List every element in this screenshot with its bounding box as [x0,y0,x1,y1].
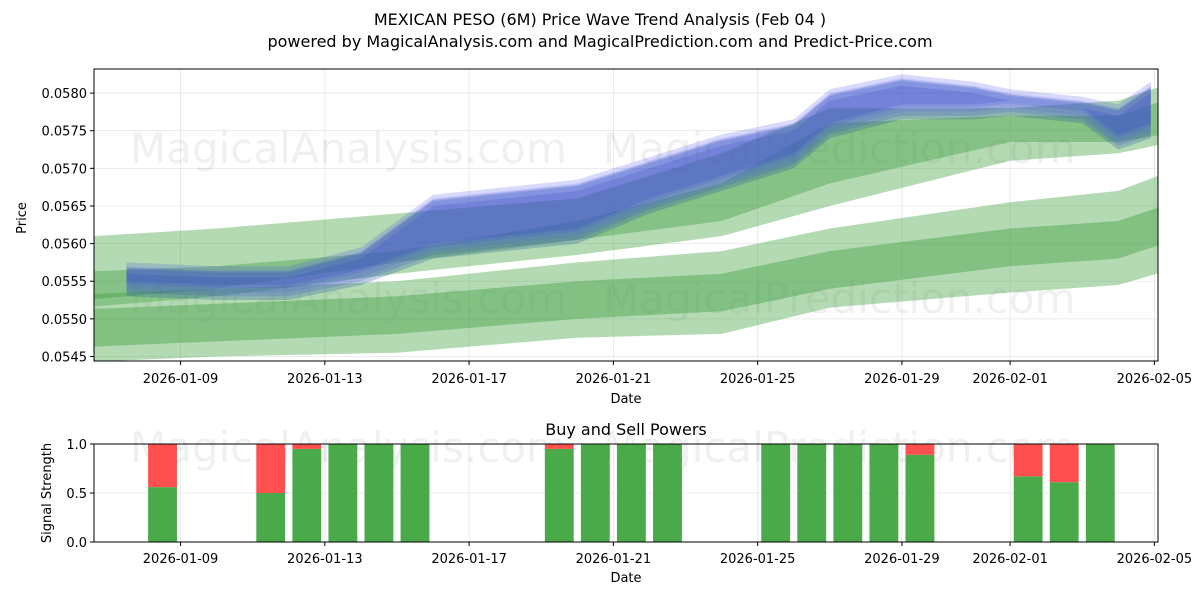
signal-x-ticks: 2026-01-09 2026-01-13 2026-01-17 2026-01-21… [143,542,1192,567]
price-y-axis-label: Price [15,202,30,234]
green-band-inner-lower [94,207,1158,347]
signal-x-tick-label: 2026-01-25 [720,552,796,567]
signal-x-tick-label: 2026-01-17 [431,552,507,567]
chart-title: MEXICAN PESO (6M) Price Wave Trend Analy… [374,10,826,29]
price-x-tick-label: 2026-02-05 [1117,372,1193,387]
blue-wave-band [126,78,1151,293]
signal-y-ticks: 0.0 0.5 1.0 [66,438,94,551]
price-panel: MagicalAnalysis.com MagicalPrediction.co… [15,68,1192,407]
buy-bar [1049,482,1079,542]
blue-wave-band [126,81,1151,288]
buy-bar [328,444,358,542]
green-band-inner-upper [94,102,1158,299]
blue-wave-band [126,79,1151,300]
price-x-tick-label: 2026-01-09 [143,372,219,387]
signal-y-tick-label: 0.0 [66,536,87,551]
buy-bar [797,444,827,542]
signal-x-tick-label: 2026-01-13 [287,552,363,567]
buy-bar [905,454,935,542]
signal-x-tick-label: 2026-02-05 [1117,552,1193,567]
buy-bar [580,444,610,542]
sell-bar [905,444,935,455]
price-y-tick-label: 0.0580 [42,87,88,102]
price-x-tick-label: 2026-01-21 [576,372,652,387]
price-x-ticks: 2026-01-09 2026-01-13 2026-01-17 2026-01-21… [143,361,1192,387]
buy-bar [364,444,394,542]
signal-panel: Buy and Sell Powers MagicalAnalysis.com … [40,420,1192,586]
price-y-tick-label: 0.0550 [42,313,88,328]
buy-bar [292,448,322,542]
sell-bar [1013,444,1043,477]
price-y-tick-label: 0.0545 [42,350,88,365]
price-x-tick-label: 2026-01-13 [287,372,363,387]
price-x-tick-label: 2026-01-17 [431,372,507,387]
buy-bar [1085,444,1115,542]
blue-wave-bands [126,74,1151,300]
price-x-axis-label: Date [610,392,641,407]
chart-subtitle: powered by MagicalAnalysis.com and Magic… [267,32,932,51]
sell-bar [292,444,322,449]
buy-bar [869,444,899,542]
price-y-ticks: 0.0545 0.0550 0.0555 0.0560 0.0565 0.0570 0.05… [42,87,94,365]
price-x-tick-label: 2026-02-01 [972,372,1048,387]
buy-bar [544,448,574,542]
buy-bar [1013,476,1043,542]
signal-x-tick-label: 2026-01-09 [143,552,219,567]
price-watermark-4: MagicalPrediction.com [603,274,1076,323]
price-y-tick-label: 0.0555 [42,275,88,290]
buy-bar [833,444,863,542]
buy-bar [148,487,177,542]
price-y-tick-label: 0.0560 [42,238,88,253]
price-y-tick-label: 0.0565 [42,200,88,215]
signal-y-tick-label: 0.5 [66,487,87,502]
buy-bar [400,444,430,542]
signal-y-axis-label: Signal Strength [40,443,55,543]
sell-bar [148,444,177,488]
price-watermark-1: MagicalAnalysis.com [130,124,567,173]
blue-wave-band [126,74,1151,297]
sell-bar [544,444,574,449]
price-plot-area [94,69,1158,361]
price-watermark-3: MagicalAnalysis.com [130,274,567,323]
price-y-tick-label: 0.0570 [42,162,88,177]
signal-x-axis-label: Date [610,571,641,586]
signal-x-tick-label: 2026-02-01 [972,552,1048,567]
green-band-outer-upper [94,87,1158,307]
price-watermark-2: MagicalPrediction.com [603,124,1076,173]
sell-bar [256,444,286,493]
buy-bar [256,493,286,542]
buy-bar [761,444,791,542]
signal-x-tick-label: 2026-01-29 [864,552,940,567]
price-axes-frame [93,68,1159,362]
signal-y-tick-label: 1.0 [66,438,87,453]
blue-wave-band [126,85,1151,285]
buy-bar [616,444,646,542]
green-band-outer-lower [94,176,1158,361]
price-x-tick-label: 2026-01-25 [720,372,796,387]
signal-bars [148,444,1115,542]
signal-title: Buy and Sell Powers [545,420,707,439]
buy-bar [653,444,682,542]
price-x-tick-label: 2026-01-29 [864,372,940,387]
signal-x-tick-label: 2026-01-21 [576,552,652,567]
green-bands [94,87,1158,361]
price-gridlines [94,69,1158,361]
sell-bar [1049,444,1079,483]
price-y-tick-label: 0.0575 [42,125,88,140]
